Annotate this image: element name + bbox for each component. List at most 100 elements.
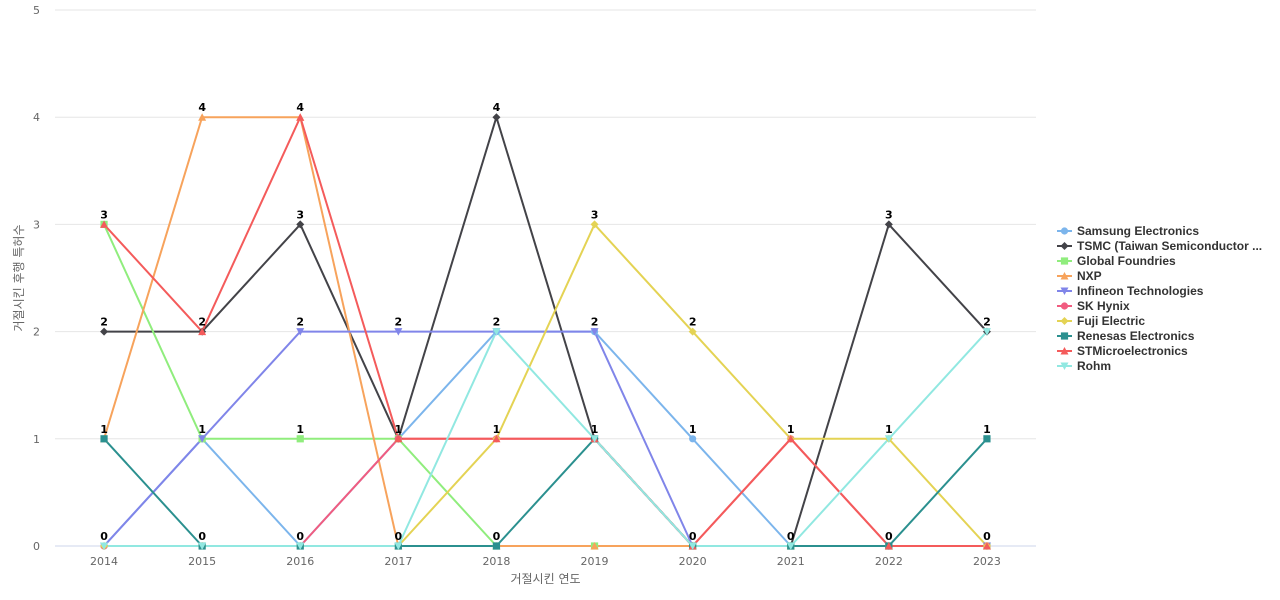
legend-item[interactable]: Renesas Electronics xyxy=(1057,329,1195,343)
x-tick-label: 2023 xyxy=(973,555,1001,568)
data-point xyxy=(198,113,207,121)
data-point xyxy=(884,435,893,443)
data-label: 0 xyxy=(198,530,206,543)
data-point xyxy=(590,542,599,550)
legend-item[interactable]: Infineon Technologies xyxy=(1057,284,1204,298)
y-axis-ticks: 0 1 2 3 4 5 xyxy=(33,4,40,553)
data-label: 0 xyxy=(493,530,501,543)
data-point xyxy=(394,542,403,550)
data-point xyxy=(688,327,697,336)
legend-label: Samsung Electronics xyxy=(1077,224,1199,238)
legend-marker xyxy=(1060,317,1069,325)
data-point xyxy=(982,542,991,550)
data-label: 0 xyxy=(983,530,991,543)
data-point xyxy=(100,327,109,336)
x-tick-label: 2018 xyxy=(482,555,510,568)
data-label: 0 xyxy=(395,530,403,543)
legend-item[interactable]: SK Hynix xyxy=(1057,299,1130,313)
data-label: 3 xyxy=(100,208,108,221)
data-label: 2 xyxy=(591,316,599,329)
x-tick-label: 2021 xyxy=(777,555,805,568)
data-point xyxy=(492,542,501,550)
legend-label: Global Foundries xyxy=(1077,254,1176,268)
data-point xyxy=(296,113,305,121)
data-point xyxy=(100,220,109,228)
series-lines xyxy=(103,116,988,547)
legend-item[interactable]: Samsung Electronics xyxy=(1057,224,1199,238)
legend-marker xyxy=(1060,272,1069,280)
data-label: 4 xyxy=(198,101,206,114)
data-point xyxy=(590,328,599,336)
y-tick-label: 3 xyxy=(33,218,40,231)
data-point xyxy=(296,542,305,550)
data-label: 1 xyxy=(395,423,403,436)
legend-label: Fuji Electric xyxy=(1077,314,1145,328)
legend-label: NXP xyxy=(1077,269,1102,283)
legend-label: STMicroelectronics xyxy=(1077,344,1188,358)
data-point xyxy=(689,435,697,443)
legend-marker xyxy=(1060,362,1069,370)
data-label: 0 xyxy=(689,530,697,543)
x-tick-label: 2020 xyxy=(679,555,707,568)
x-tick-label: 2017 xyxy=(384,555,412,568)
data-point xyxy=(688,542,697,550)
y-tick-label: 0 xyxy=(33,540,40,553)
data-point xyxy=(296,220,305,229)
data-point xyxy=(982,328,991,336)
legend-item[interactable]: STMicroelectronics xyxy=(1057,344,1188,358)
legend-marker xyxy=(1060,242,1069,250)
data-label: 1 xyxy=(296,423,304,436)
data-label: 3 xyxy=(885,208,893,221)
data-label: 1 xyxy=(983,423,991,436)
legend-marker xyxy=(1060,257,1069,265)
series-line xyxy=(104,330,988,547)
data-point xyxy=(198,435,207,443)
data-label: 1 xyxy=(885,423,893,436)
data-label: 2 xyxy=(100,316,108,329)
x-tick-label: 2014 xyxy=(90,555,118,568)
data-label: 1 xyxy=(493,423,501,436)
series-line xyxy=(104,116,988,547)
data-label: 2 xyxy=(493,316,501,329)
data-label: 0 xyxy=(100,530,108,543)
legend-marker xyxy=(1060,332,1069,340)
x-tick-label: 2015 xyxy=(188,555,216,568)
data-point xyxy=(590,220,599,229)
legend-label: Renesas Electronics xyxy=(1077,329,1195,343)
legend-item[interactable]: Rohm xyxy=(1057,359,1111,373)
y-tick-label: 2 xyxy=(33,326,40,339)
data-label: 0 xyxy=(787,530,795,543)
data-label: 1 xyxy=(689,423,697,436)
data-label: 2 xyxy=(296,316,304,329)
data-point xyxy=(884,220,893,229)
legend-marker xyxy=(1060,347,1069,355)
data-point xyxy=(492,113,501,122)
legend-item[interactable]: NXP xyxy=(1057,269,1102,283)
data-label: 2 xyxy=(198,316,206,329)
y-tick-label: 5 xyxy=(33,4,40,17)
data-label: 2 xyxy=(395,316,403,329)
data-label: 4 xyxy=(296,101,304,114)
legend-item[interactable]: Fuji Electric xyxy=(1057,314,1145,328)
y-tick-label: 4 xyxy=(33,111,40,124)
data-label: 0 xyxy=(296,530,304,543)
legend-label: SK Hynix xyxy=(1077,299,1130,313)
data-point xyxy=(786,542,795,550)
data-point xyxy=(983,435,991,443)
legend-item[interactable]: TSMC (Taiwan Semiconductor ... xyxy=(1057,239,1262,253)
data-point xyxy=(296,328,305,336)
series-markers xyxy=(100,113,991,550)
legend-marker xyxy=(1060,287,1069,295)
data-point xyxy=(100,542,109,550)
series-line xyxy=(103,437,988,547)
data-label: 2 xyxy=(983,316,991,329)
data-label: 3 xyxy=(296,208,304,221)
data-point xyxy=(884,542,893,550)
data-labels: 3 2 1 0 4 2 1 0 4 3 2 1 0 2 1 0 4 2 1 0 3 2 1 2 1 0 1 0 3 1 0 2 1 0 xyxy=(100,101,991,543)
data-point xyxy=(394,434,403,443)
data-point xyxy=(100,435,108,443)
data-label: 4 xyxy=(493,101,501,114)
legend-item[interactable]: Global Foundries xyxy=(1057,254,1176,268)
